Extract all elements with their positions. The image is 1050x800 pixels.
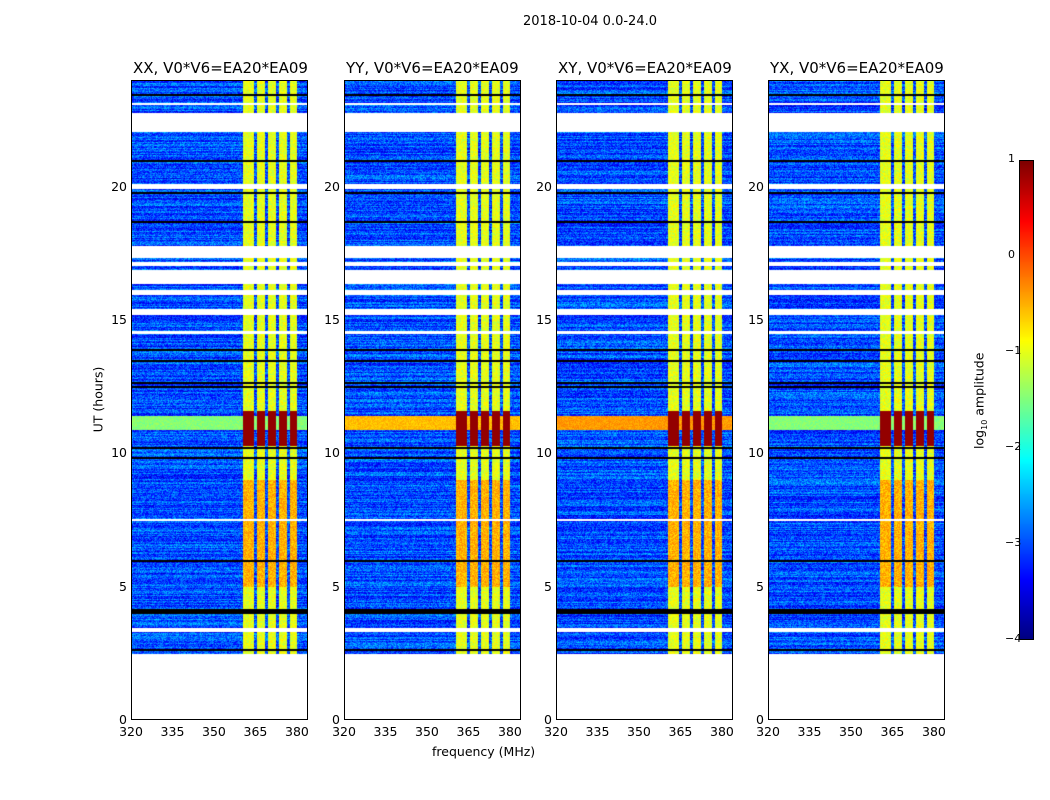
y-tick-label: 5 [332, 578, 340, 594]
panel-title: YY, V0*V6=EA20*EA09 [346, 59, 519, 77]
colorbar-tick-label: −1 [1005, 344, 1022, 357]
y-tick-label: 20 [748, 178, 764, 194]
x-tick-label: 350 [415, 724, 439, 739]
y-tick-label: 5 [119, 578, 127, 594]
y-tick-label: 15 [536, 312, 552, 327]
heatmap-image [557, 81, 732, 719]
x-tick-label: 380 [498, 724, 522, 739]
waterfall-panel [344, 80, 521, 720]
y-tick-label: 5 [544, 578, 552, 594]
y-axis-label: UT (hours) [90, 366, 106, 433]
panel-title: XX, V0*V6=EA20*EA09 [133, 59, 308, 77]
y-tick-label: 15 [748, 312, 764, 327]
y-tick-label: 10 [536, 445, 552, 461]
heatmap-image [132, 81, 307, 719]
x-tick-label: 365 [880, 724, 905, 739]
x-tick-label: 380 [710, 724, 734, 739]
colorbar-tick-label: 0 [1008, 248, 1015, 261]
panel-title: XY, V0*V6=EA20*EA09 [558, 59, 732, 77]
x-tick-label: 335 [585, 724, 610, 739]
panel-title: YX, V0*V6=EA20*EA09 [770, 59, 944, 77]
figure-title: 2018-10-04 0.0-24.0 [523, 14, 657, 29]
y-tick-label: 0 [332, 712, 340, 727]
y-tick-label: 20 [324, 178, 340, 194]
y-tick-label: 0 [756, 712, 764, 727]
y-tick-label: 15 [111, 312, 127, 327]
x-tick-label: 320 [119, 724, 143, 739]
colorbar-tick-label: −3 [1005, 536, 1022, 549]
colorbar-tick-label: −4 [1005, 632, 1022, 645]
heatmap-image [345, 81, 520, 719]
heatmap-image [769, 81, 944, 719]
x-tick-label: 320 [544, 724, 568, 739]
waterfall-panel [556, 80, 733, 720]
x-tick-label: 320 [756, 724, 780, 739]
x-tick-label: 365 [456, 724, 481, 739]
x-tick-label: 335 [373, 724, 398, 739]
x-tick-label: 380 [285, 724, 309, 739]
y-tick-label: 10 [324, 445, 340, 461]
x-tick-label: 350 [627, 724, 651, 739]
y-tick-label: 0 [544, 712, 552, 727]
y-tick-label: 15 [324, 312, 340, 327]
x-tick-label: 350 [202, 724, 226, 739]
y-tick-label: 5 [756, 578, 764, 594]
x-tick-label: 365 [668, 724, 693, 739]
x-tick-label: 380 [922, 724, 946, 739]
x-tick-label: 335 [160, 724, 185, 739]
y-tick-label: 20 [536, 178, 552, 194]
x-tick-label: 350 [839, 724, 863, 739]
waterfall-panel [131, 80, 308, 720]
y-tick-label: 0 [119, 712, 127, 727]
colorbar-tick-label: −2 [1005, 440, 1022, 453]
waterfall-panel [768, 80, 945, 720]
y-tick-label: 10 [748, 445, 764, 461]
colorbar-tick-label: 1 [1008, 152, 1015, 165]
x-axis-label: frequency (MHz) [432, 744, 536, 759]
colorbar-label: log10 amplitude [971, 352, 989, 449]
x-tick-label: 320 [332, 724, 356, 739]
y-tick-label: 20 [111, 178, 127, 194]
x-tick-label: 365 [243, 724, 268, 739]
colorbar [1019, 160, 1034, 640]
x-tick-label: 335 [797, 724, 822, 739]
y-tick-label: 10 [111, 445, 127, 461]
